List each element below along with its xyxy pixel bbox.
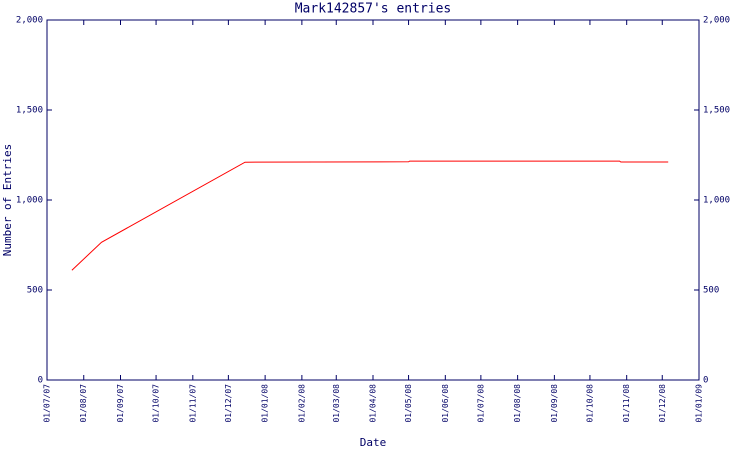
x-tick-label: 01/09/08 bbox=[550, 384, 559, 423]
x-tick-label: 01/10/07 bbox=[152, 384, 161, 423]
y-tick-label: 500 bbox=[27, 286, 43, 296]
y2-tick-label: 1,000 bbox=[703, 196, 730, 206]
x-axis-label: Date bbox=[360, 436, 387, 449]
x-tick-label: 01/04/08 bbox=[369, 384, 378, 423]
x-tick-label: 01/09/07 bbox=[116, 384, 125, 423]
x-tick-label: 01/12/07 bbox=[224, 384, 233, 423]
x-tick-label: 01/12/08 bbox=[658, 384, 667, 423]
y-tick-label: 1,500 bbox=[16, 106, 43, 116]
x-tick-label: 01/02/08 bbox=[297, 384, 306, 423]
y2-tick-label: 2,000 bbox=[703, 16, 730, 26]
x-tick-label: 01/10/08 bbox=[585, 384, 594, 423]
x-tick-label: 01/01/08 bbox=[261, 384, 270, 423]
x-tick-label: 01/07/07 bbox=[43, 384, 52, 423]
y-tick-label: 1,000 bbox=[16, 196, 43, 206]
y-tick-label: 0 bbox=[38, 376, 43, 386]
x-tick-label: 01/01/09 bbox=[695, 384, 704, 423]
y2-tick-label: 1,500 bbox=[703, 106, 730, 116]
chart-title: Mark142857's entries bbox=[295, 2, 452, 17]
x-tick-label: 01/08/08 bbox=[513, 384, 522, 423]
x-tick-label: 01/05/08 bbox=[404, 384, 413, 423]
y-axis-label: Number of Entries bbox=[1, 144, 14, 257]
data-line bbox=[71, 160, 669, 271]
x-tick-label: 01/07/08 bbox=[476, 384, 485, 423]
y2-tick-label: 0 bbox=[703, 376, 708, 386]
y-tick-label: 2,000 bbox=[16, 16, 43, 26]
y2-tick-label: 500 bbox=[703, 286, 719, 296]
x-tick-label: 01/08/07 bbox=[79, 384, 88, 423]
x-tick-label: 01/03/08 bbox=[332, 384, 341, 423]
x-tick-label: 01/11/08 bbox=[622, 384, 631, 423]
plot-frame bbox=[46, 19, 700, 381]
x-tick-label: 01/06/08 bbox=[441, 384, 450, 423]
x-tick-label: 01/11/07 bbox=[188, 384, 197, 423]
